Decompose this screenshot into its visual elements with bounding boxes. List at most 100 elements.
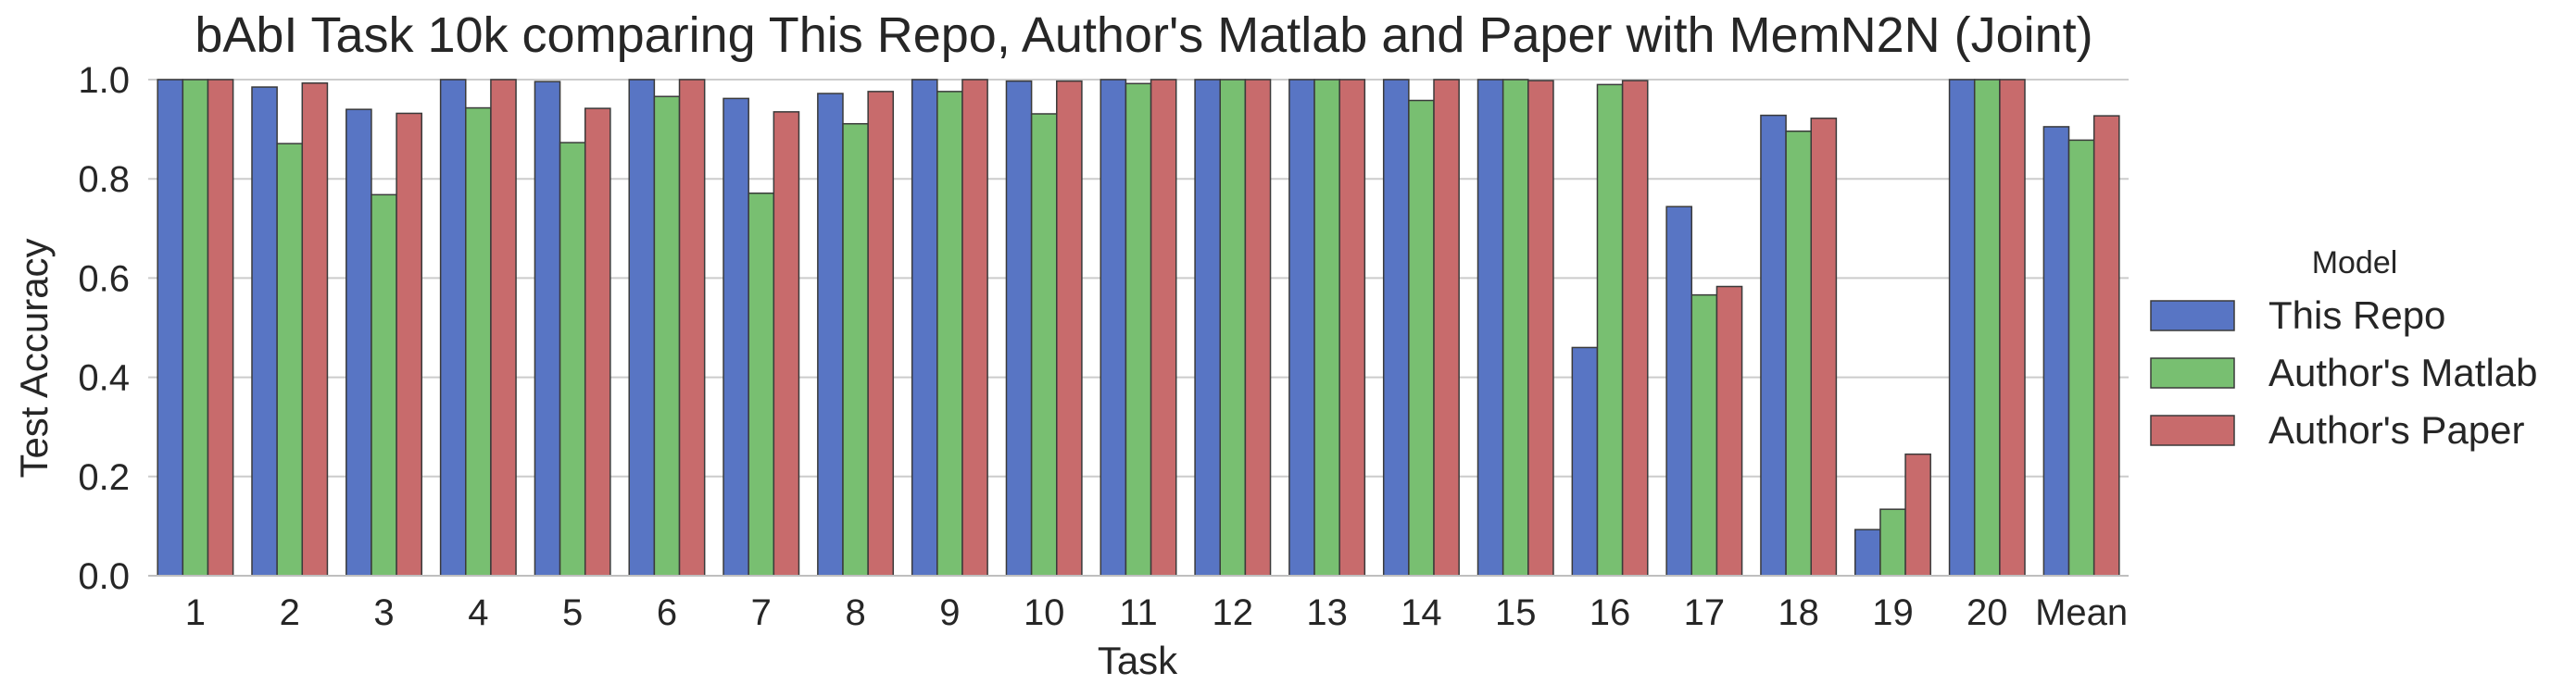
bar-task-16-series-1 xyxy=(1571,346,1599,577)
x-tick-label: 4 xyxy=(468,592,488,633)
bar-task-3-series-3 xyxy=(396,112,422,577)
bar-task-6-series-2 xyxy=(653,95,681,577)
bar-task-10-series-2 xyxy=(1030,113,1058,577)
x-tick-label: 3 xyxy=(373,592,394,633)
bar-task-18-series-2 xyxy=(1785,130,1812,577)
bar-task-5-series-1 xyxy=(534,81,561,577)
x-axis-label: Task xyxy=(1098,639,1178,682)
bar-task-10-series-1 xyxy=(1005,80,1033,577)
x-tick-label: 12 xyxy=(1213,592,1254,633)
chart-title: bAbI Task 10k comparing This Repo, Autho… xyxy=(195,7,2092,63)
x-tick-label: 2 xyxy=(280,592,300,633)
bar-task-15-series-1 xyxy=(1476,79,1504,577)
bar-task-7-series-1 xyxy=(723,97,749,577)
x-tick-label: 9 xyxy=(939,592,960,633)
bar-task-17-series-1 xyxy=(1665,205,1693,577)
bar-task-6-series-1 xyxy=(628,79,656,577)
bar-task-4-series-3 xyxy=(490,79,517,577)
bar-task-13-series-3 xyxy=(1338,79,1366,577)
bar-task-2-series-2 xyxy=(276,143,304,577)
y-axis-label: Test Accuracy xyxy=(12,238,56,478)
bar-task-18-series-1 xyxy=(1760,114,1787,577)
bars xyxy=(157,79,2120,577)
x-tick-label: 17 xyxy=(1684,592,1726,633)
bar-task-8-series-2 xyxy=(842,122,869,577)
x-tick-label: 1 xyxy=(185,592,206,633)
x-tick-label: 20 xyxy=(1967,592,2008,633)
bar-task-mean-series-1 xyxy=(2042,126,2070,577)
bar-task-10-series-3 xyxy=(1056,80,1083,577)
x-tick-label: 14 xyxy=(1401,592,1442,633)
bar-task-2-series-3 xyxy=(301,82,329,577)
bar-task-6-series-3 xyxy=(678,79,706,577)
y-tick-label: 0.8 xyxy=(78,159,130,200)
bar-task-14-series-1 xyxy=(1382,79,1410,577)
bar-task-5-series-2 xyxy=(559,142,586,577)
x-tick-label: 19 xyxy=(1872,592,1914,633)
y-tick-label: 1.0 xyxy=(78,60,130,101)
x-tick-label: 18 xyxy=(1778,592,1819,633)
y-tick-label: 0.6 xyxy=(78,258,130,299)
bar-task-16-series-2 xyxy=(1596,83,1624,577)
y-tick-label: 0.0 xyxy=(78,556,130,597)
x-tick-label: Mean xyxy=(2035,592,2128,633)
bar-task-mean-series-2 xyxy=(2067,139,2095,577)
bar-task-4-series-1 xyxy=(439,79,467,577)
x-tick-label: 6 xyxy=(657,592,677,633)
bar-task-4-series-2 xyxy=(465,106,492,577)
bar-task-2-series-1 xyxy=(251,86,278,577)
bar-task-14-series-2 xyxy=(1408,99,1435,577)
bar-task-mean-series-3 xyxy=(2092,115,2120,577)
axes: 0.00.20.40.60.81.01 2 3 4 5 6 7 8 9 10 11 12 13 14 15 1… xyxy=(78,60,2129,633)
bar-task-15-series-3 xyxy=(1527,80,1554,577)
legend-swatch xyxy=(2150,300,2235,331)
bar-task-11-series-2 xyxy=(1125,82,1152,577)
legend-label: Author's Matlab xyxy=(2268,351,2538,394)
bar-task-20-series-1 xyxy=(1948,79,1976,577)
bar-task-13-series-1 xyxy=(1288,79,1315,577)
y-tick-label: 0.4 xyxy=(78,358,130,399)
bar-task-13-series-2 xyxy=(1313,79,1340,577)
bar-task-9-series-1 xyxy=(911,79,938,577)
x-tick-label: 13 xyxy=(1306,592,1348,633)
bar-task-3-series-2 xyxy=(371,193,397,577)
bar-task-19-series-2 xyxy=(1879,508,1906,577)
bar-task-12-series-2 xyxy=(1219,79,1247,577)
bar-task-3-series-1 xyxy=(346,108,372,577)
bar-task-20-series-3 xyxy=(1999,79,2026,577)
legend-swatch xyxy=(2150,357,2235,389)
bar-task-9-series-2 xyxy=(936,91,963,577)
bar-task-18-series-3 xyxy=(1810,118,1838,577)
bar-task-19-series-3 xyxy=(1904,453,1931,577)
legend-swatch xyxy=(2150,415,2235,446)
legend: Model This Repo Author's Matlab Author's P… xyxy=(2150,245,2538,452)
bar-task-17-series-3 xyxy=(1715,285,1743,577)
legend-title: Model xyxy=(2312,245,2398,280)
bar-task-12-series-1 xyxy=(1194,79,1221,577)
x-tick-label: 16 xyxy=(1590,592,1631,633)
x-tick-label: 8 xyxy=(845,592,865,633)
x-tick-label: 7 xyxy=(751,592,772,633)
bar-task-20-series-2 xyxy=(1973,79,2001,577)
x-tick-label: 15 xyxy=(1495,592,1537,633)
bar-task-17-series-2 xyxy=(1690,293,1718,577)
bar-task-11-series-3 xyxy=(1150,79,1177,577)
bar-task-1-series-3 xyxy=(207,79,234,577)
legend-label: This Repo xyxy=(2268,293,2445,337)
x-tick-label: 10 xyxy=(1024,592,1065,633)
bar-task-19-series-1 xyxy=(1854,529,1881,577)
x-tick-label: 5 xyxy=(562,592,583,633)
bar-task-1-series-1 xyxy=(157,79,184,577)
bar-task-14-series-3 xyxy=(1433,79,1460,577)
bar-task-11-series-1 xyxy=(1100,79,1127,577)
bar-task-1-series-2 xyxy=(182,79,209,577)
bar-task-7-series-3 xyxy=(773,111,800,577)
y-tick-label: 0.2 xyxy=(78,457,130,498)
bar-task-8-series-1 xyxy=(817,93,844,577)
bar-task-9-series-3 xyxy=(961,79,988,577)
bar-task-8-series-3 xyxy=(867,91,895,577)
bar-task-5-series-3 xyxy=(584,107,611,577)
legend-label: Author's Paper xyxy=(2268,408,2525,452)
bar-task-12-series-3 xyxy=(1244,79,1272,577)
